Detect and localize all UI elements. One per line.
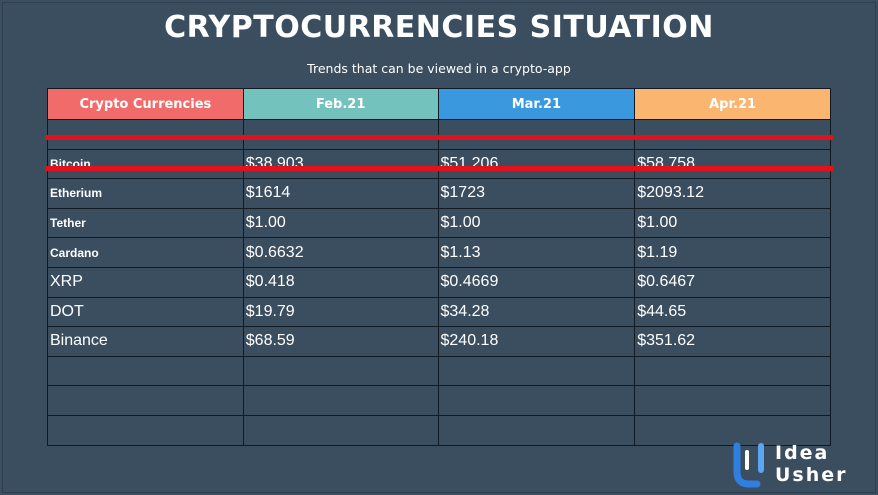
crypto-name-cell: Tether xyxy=(47,207,244,239)
price-cell xyxy=(634,385,831,416)
price-cell: $34.28 xyxy=(437,296,636,328)
table-row: Binance $68.59 $240.18 $351.62 xyxy=(47,326,831,357)
crypto-price-table: Crypto Currencies Feb.21 Mar.21 Apr.21 B… xyxy=(47,88,831,446)
price-cell: $240.18 xyxy=(437,326,636,357)
crypto-name-cell xyxy=(47,385,244,416)
logo-text-usher: Usher xyxy=(775,464,848,486)
header-mar21: Mar.21 xyxy=(437,88,636,120)
table-row: Tether $1.00 $1.00 $1.00 xyxy=(47,207,831,239)
price-cell: $0.6467 xyxy=(634,266,831,298)
price-cell: $1.00 xyxy=(437,207,636,239)
price-cell: $0.4669 xyxy=(437,266,636,298)
highlight-line-bottom xyxy=(45,166,833,171)
price-cell: $58,758 xyxy=(634,148,831,180)
table-row xyxy=(47,385,831,416)
page-title: CRYPTOCURRENCIES SITUATION xyxy=(164,10,714,45)
price-cell: $38,903 xyxy=(242,148,439,180)
table-row xyxy=(47,355,831,387)
price-cell: $1.13 xyxy=(437,237,636,268)
crypto-name-cell: Bitcoin xyxy=(47,148,244,180)
table-row: Cardano $0.6632 $1.13 $1.19 xyxy=(47,237,831,268)
page-subtitle: Trends that can be viewed in a crypto-ap… xyxy=(307,61,571,76)
logo-u-icon xyxy=(733,442,764,488)
table-row xyxy=(47,119,831,150)
header-feb21: Feb.21 xyxy=(242,88,439,120)
table-row: XRP $0.418 $0.4669 $0.6467 xyxy=(47,266,831,298)
price-cell: $1614 xyxy=(242,178,439,209)
crypto-name-cell xyxy=(47,414,244,446)
crypto-name-cell: DOT xyxy=(47,296,244,328)
crypto-name-cell xyxy=(47,355,244,387)
table-row xyxy=(47,414,831,446)
price-cell xyxy=(634,355,831,387)
price-cell xyxy=(242,414,439,446)
price-cell: $44.65 xyxy=(634,296,831,328)
price-cell: $68.59 xyxy=(242,326,439,357)
table-row: Bitcoin $38,903 $51,206 $58,758 xyxy=(47,148,831,180)
price-cell: $2093.12 xyxy=(634,178,831,209)
price-cell xyxy=(634,119,831,150)
price-cell xyxy=(437,414,636,446)
price-cell xyxy=(242,355,439,387)
crypto-name-cell: Cardano xyxy=(47,237,244,268)
price-cell: $1.19 xyxy=(634,237,831,268)
price-cell: $0.418 xyxy=(242,266,439,298)
table-row: Etherium $1614 $1723 $2093.12 xyxy=(47,178,831,209)
price-cell: $19.79 xyxy=(242,296,439,328)
table-row: DOT $19.79 $34.28 $44.65 xyxy=(47,296,831,328)
price-cell: $51,206 xyxy=(437,148,636,180)
highlight-line-top xyxy=(45,135,833,140)
price-cell: $1.00 xyxy=(242,207,439,239)
price-cell xyxy=(437,385,636,416)
crypto-name-cell: Etherium xyxy=(47,178,244,209)
idea-usher-logo: Idea Usher xyxy=(731,440,861,490)
crypto-name-cell: Binance xyxy=(47,326,244,357)
logo-text-idea: Idea xyxy=(775,442,830,464)
price-cell: $0.6632 xyxy=(242,237,439,268)
price-cell xyxy=(437,355,636,387)
price-cell: $351.62 xyxy=(634,326,831,357)
price-cell xyxy=(634,414,831,446)
header-crypto-currencies: Crypto Currencies xyxy=(47,88,244,120)
crypto-name-cell: XRP xyxy=(47,266,244,298)
header-apr21: Apr.21 xyxy=(634,88,831,120)
price-cell: $1723 xyxy=(437,178,636,209)
price-cell: $1.00 xyxy=(634,207,831,239)
table-header-row: Crypto Currencies Feb.21 Mar.21 Apr.21 xyxy=(47,88,831,120)
price-cell xyxy=(242,385,439,416)
price-cell xyxy=(437,119,636,150)
